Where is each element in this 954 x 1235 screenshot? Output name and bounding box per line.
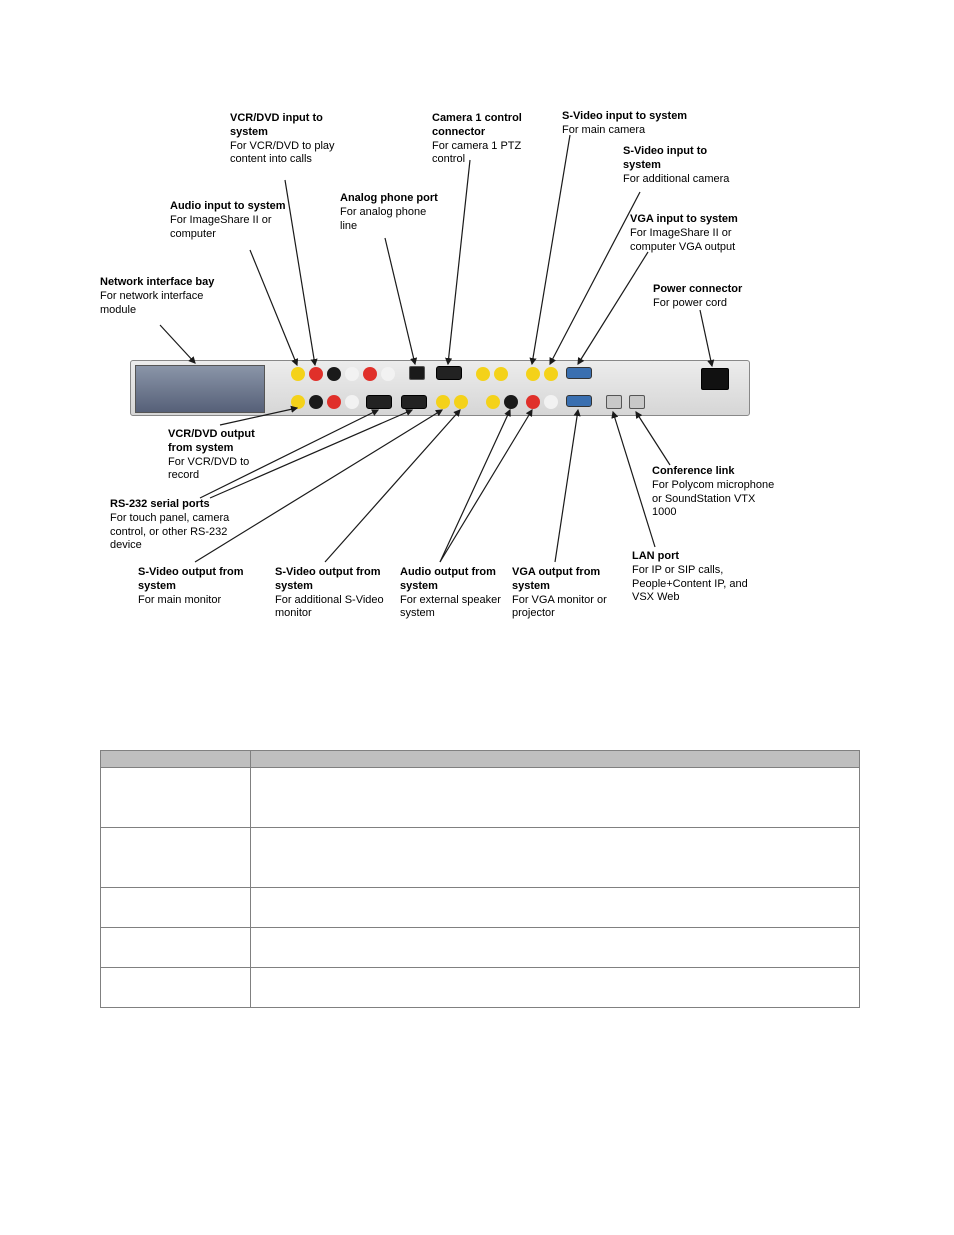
table-cell [101,928,251,968]
table-cell [101,828,251,888]
port-rs232-2 [401,395,427,409]
label-svid-out-add: S-Video output from system For additiona… [275,566,385,621]
label-conf: Conference link For Polycom microphone o… [652,465,782,520]
table-cell [101,768,251,828]
table-cell [101,888,251,928]
port-svid-generic-2 [309,395,323,409]
table-cell [251,768,860,828]
port-svid-in-1b [494,367,508,381]
label-svid-main: S-Video input to system For main camera [562,110,722,138]
port-vga-in [566,367,592,379]
label-lan: LAN port For IP or SIP calls, People+Con… [632,550,762,605]
table-row [101,968,860,1008]
label-vga-out: VGA output from system For VGA monitor o… [512,566,622,621]
port-audio-in-l [381,367,395,381]
port-svid-generic-1 [327,367,341,381]
table-cell [251,968,860,1008]
label-vcr-in: VCR/DVD input to system For VCR/DVD to p… [230,112,350,167]
port-svid-out-main [436,395,450,409]
port-rs232-1 [366,395,392,409]
label-nif: Network interface bay For network interf… [100,276,220,317]
table-header-row [101,751,860,768]
label-vcr-out: VCR/DVD output from system For VCR/DVD t… [168,428,278,483]
table-header-0 [101,751,251,768]
port-audio-in-r [363,367,377,381]
port-vcr-in-video [291,367,305,381]
spec-table [100,750,854,1008]
port-vcr-out-video [291,395,305,409]
label-audio-in: Audio input to system For ImageShare II … [170,200,290,241]
label-svid-out-main: S-Video output from system For main moni… [138,566,248,607]
table-cell [251,928,860,968]
label-power: Power connector For power cord [653,283,793,311]
port-conf-link [629,395,645,409]
table-cell [251,888,860,928]
port-svid-out-4 [504,395,518,409]
table-row [101,828,860,888]
label-cam1: Camera 1 control connector For camera 1 … [432,112,552,167]
port-analog-phone [409,366,425,380]
port-audio-out-l [544,395,558,409]
table-cell [251,828,860,888]
label-vga-in: VGA input to system For ImageShare II or… [630,213,770,254]
port-vcr-out-audio-l [345,395,359,409]
port-svid-in-main [526,367,540,381]
label-audio-out: Audio output from system For external sp… [400,566,510,621]
port-audio-out-r [526,395,540,409]
port-vga-out [566,395,592,407]
table-row [101,928,860,968]
port-vcr-in-audio-l [345,367,359,381]
label-analog: Analog phone port For analog phone line [340,192,440,233]
port-vcr-in-audio-r [309,367,323,381]
network-interface-bay [135,365,265,413]
table [100,750,860,1008]
label-svid-add: S-Video input to system For additional c… [623,145,743,186]
port-vcr-out-audio-r [327,395,341,409]
port-svid-in-add [544,367,558,381]
port-cam1-control [436,366,462,380]
port-lan [606,395,622,409]
port-svid-in-1a [476,367,490,381]
port-svid-out-add [454,395,468,409]
rear-panel-diagram: VCR/DVD input to system For VCR/DVD to p… [100,100,860,660]
table-cell [101,968,251,1008]
port-svid-out-3 [486,395,500,409]
device-rear-panel [130,360,750,416]
table-header-1 [251,751,860,768]
label-rs232: RS-232 serial ports For touch panel, cam… [110,498,250,553]
port-power [701,368,729,390]
table-row [101,888,860,928]
table-row [101,768,860,828]
